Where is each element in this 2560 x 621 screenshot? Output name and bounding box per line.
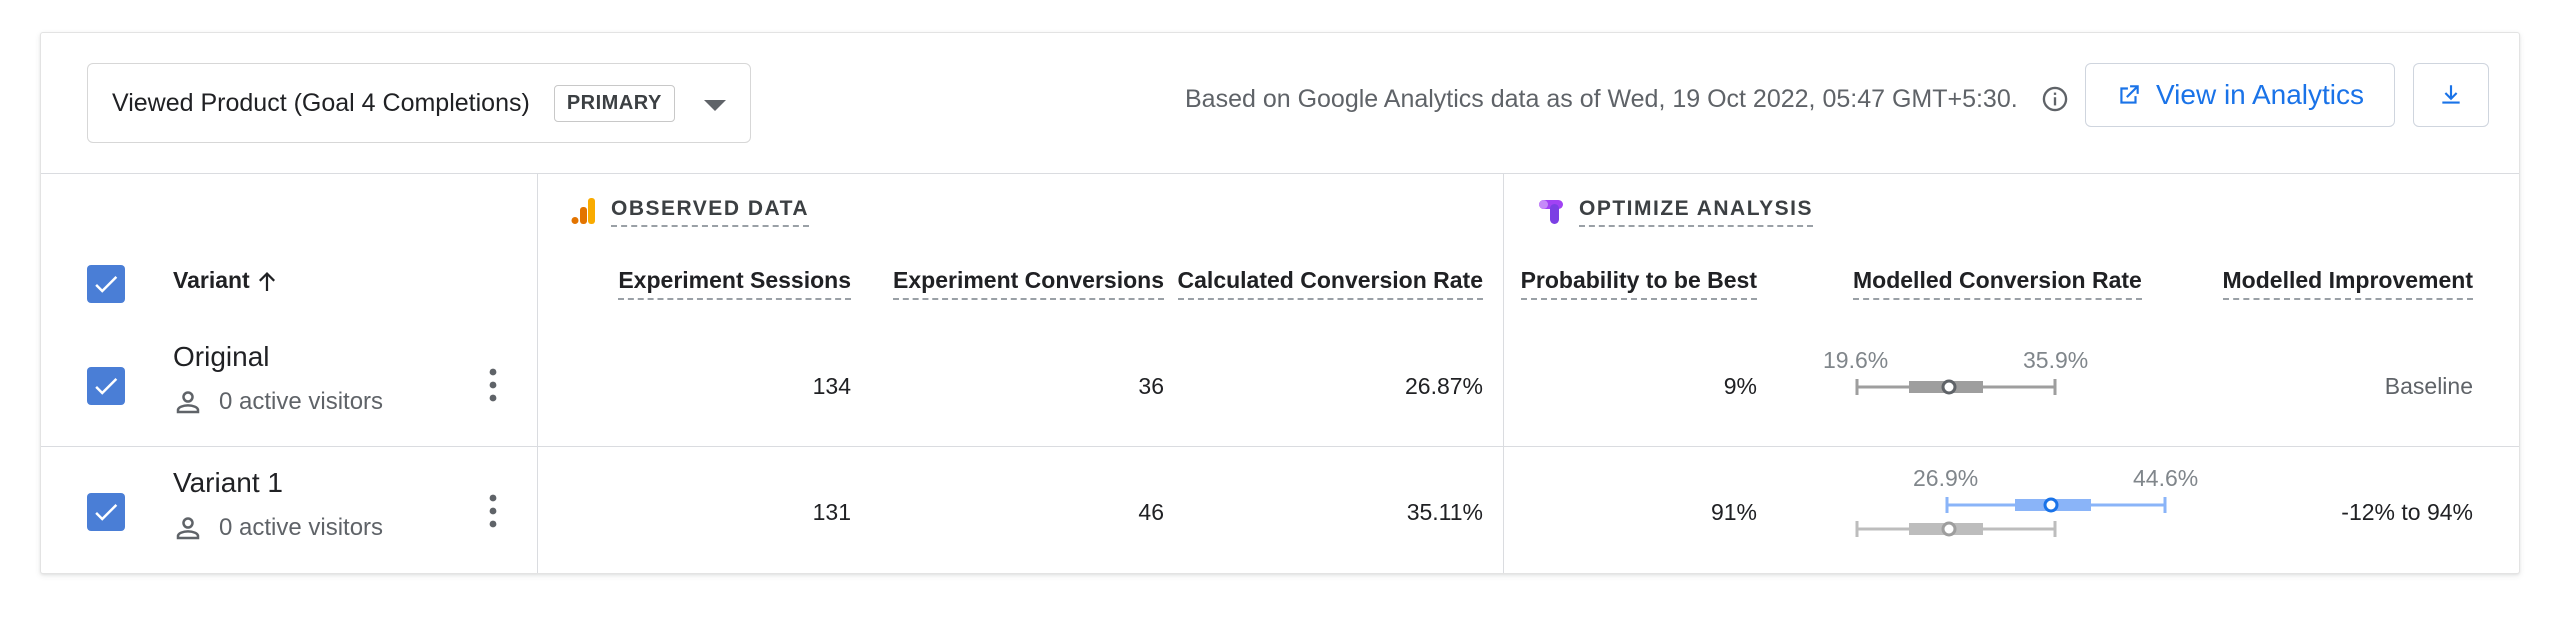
modelled-conversion-rate-intervals bbox=[1855, 379, 2167, 537]
variant-name: Original bbox=[173, 341, 270, 372]
checkmark-icon bbox=[95, 276, 118, 293]
view-in-analytics-button[interactable]: View in Analytics bbox=[2085, 63, 2395, 127]
modelled-conversion-rate-header[interactable]: Modelled Conversion Rate bbox=[1853, 267, 2142, 300]
experiment-sessions-header[interactable]: Experiment Sessions bbox=[618, 267, 851, 300]
objective-label: Viewed Product (Goal 4 Completions) bbox=[112, 88, 530, 117]
observed-data-title: OBSERVED DATA bbox=[611, 197, 810, 227]
experiment-conversions-header[interactable]: Experiment Conversions bbox=[893, 267, 1164, 300]
probability-to-be-best-value: 9% bbox=[1723, 373, 1757, 399]
download-button[interactable] bbox=[2413, 63, 2489, 127]
checkmark-icon bbox=[95, 378, 118, 395]
ci-high-label: 44.6% bbox=[2133, 465, 2199, 491]
variant-name: Variant 1 bbox=[173, 467, 283, 498]
calculated-conversion-rate-header[interactable]: Calculated Conversion Rate bbox=[1177, 267, 1483, 300]
info-icon[interactable] bbox=[2041, 85, 2069, 113]
calculated-conversion-rate-value: 35.11% bbox=[1406, 499, 1483, 525]
calculated-conversion-rate-value: 26.87% bbox=[1404, 373, 1483, 399]
experiment-report-card: Viewed Product (Goal 4 Completions) PRIM… bbox=[40, 32, 2520, 574]
active-visitors: 0 active visitors bbox=[173, 387, 383, 417]
observed-data-section: OBSERVED DATA bbox=[571, 197, 810, 227]
objective-select[interactable]: Viewed Product (Goal 4 Completions) PRIM… bbox=[87, 63, 751, 143]
select-all-checkbox[interactable] bbox=[87, 265, 125, 303]
data-as-of-text: Based on Google Analytics data as of Wed… bbox=[1185, 85, 2018, 113]
download-icon bbox=[2442, 85, 2460, 104]
open-external-icon bbox=[2120, 85, 2139, 104]
interval-variant-1 bbox=[1945, 497, 2167, 513]
row-checkbox-original[interactable] bbox=[87, 367, 125, 405]
modelled-improvement-header[interactable]: Modelled Improvement bbox=[2222, 267, 2473, 300]
observed-column-divider bbox=[537, 173, 538, 573]
chevron-down-icon[interactable] bbox=[704, 100, 726, 111]
variant-column-header[interactable]: Variant bbox=[173, 267, 278, 294]
row-divider bbox=[41, 446, 2519, 447]
experiment-sessions-value: 131 bbox=[812, 499, 851, 525]
google-optimize-icon bbox=[1539, 200, 1563, 224]
person-icon bbox=[176, 391, 200, 414]
interval-baseline-reference bbox=[1855, 521, 2057, 537]
ci-high-label: 35.9% bbox=[2023, 347, 2089, 373]
modelled-improvement-value: -12% to 94% bbox=[2341, 499, 2473, 525]
primary-badge: PRIMARY bbox=[553, 84, 675, 122]
experiment-conversions-value: 46 bbox=[1138, 499, 1164, 525]
experiment-sessions-value: 134 bbox=[812, 373, 851, 399]
row-checkbox-variant-1[interactable] bbox=[87, 493, 125, 531]
more-options-icon[interactable] bbox=[481, 493, 505, 529]
optimize-analysis-title: OPTIMIZE ANALYSIS bbox=[1579, 197, 1813, 227]
sort-ascending-icon bbox=[258, 271, 275, 291]
active-visitors: 0 active visitors bbox=[173, 513, 383, 543]
header-divider bbox=[41, 173, 2519, 174]
probability-to-be-best-value: 91% bbox=[1710, 499, 1757, 525]
optimize-column-divider bbox=[1503, 173, 1504, 573]
checkmark-icon bbox=[95, 504, 118, 521]
view-in-analytics-label: View in Analytics bbox=[2155, 79, 2365, 110]
experiment-conversions-value: 36 bbox=[1138, 373, 1164, 399]
modelled-improvement-value: Baseline bbox=[2384, 373, 2473, 399]
person-icon bbox=[176, 517, 200, 540]
probability-to-be-best-header[interactable]: Probability to be Best bbox=[1520, 267, 1757, 300]
ci-low-label: 19.6% bbox=[1823, 347, 1889, 373]
google-analytics-icon bbox=[571, 198, 595, 224]
more-options-icon[interactable] bbox=[481, 367, 505, 403]
interval-original bbox=[1855, 379, 2057, 395]
optimize-analysis-section: OPTIMIZE ANALYSIS bbox=[1537, 197, 1813, 227]
ci-low-label: 26.9% bbox=[1913, 465, 1979, 491]
